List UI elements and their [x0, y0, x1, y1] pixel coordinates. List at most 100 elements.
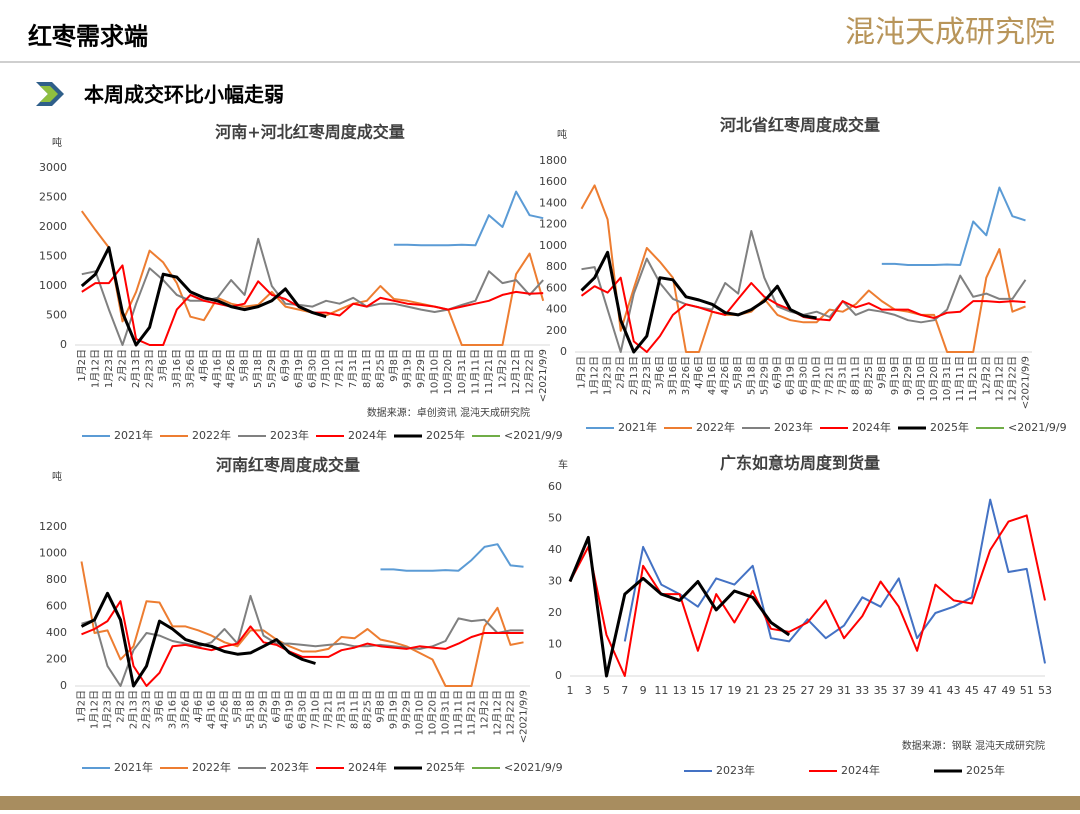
y-tick-label: 600 [46, 600, 67, 613]
x-tick-label: 7月31日 [837, 356, 849, 395]
legend-label: 2023年 [270, 428, 309, 442]
x-tick-label: 8月25日 [362, 690, 374, 729]
x-tick-label: 9月19日 [402, 349, 414, 388]
chart-title: 广东如意坊周度到货量 [720, 454, 880, 473]
y-tick-label: 20 [548, 606, 562, 619]
x-tick-label: 11月11日 [954, 356, 966, 401]
y-tick-label: 0 [60, 679, 67, 692]
page-title: 红枣需求端 [28, 22, 148, 51]
legend-label: 2024年 [348, 428, 387, 442]
x-tick-label: 11月21日 [466, 690, 478, 735]
x-tick-label: 6月30日 [297, 690, 309, 729]
y-tick-label: 30 [548, 575, 562, 588]
y-tick-label: 0 [560, 345, 567, 358]
x-tick-label: 12月2日 [980, 356, 992, 395]
chart-title: 河南红枣周度成交量 [216, 456, 360, 475]
x-tick-label: 12月12日 [492, 690, 504, 735]
series-line [81, 264, 544, 346]
y-tick-label: 50 [548, 512, 562, 525]
x-tick-label: 1月23日 [103, 349, 115, 388]
y-tick-label: 0 [60, 338, 67, 351]
x-tick-label: 10月31日 [440, 690, 452, 735]
legend-label: <2021/9/9 [1008, 421, 1067, 434]
y-tick-label: 200 [546, 324, 567, 337]
legend-label: 2023年 [270, 760, 309, 774]
series-line [623, 498, 1046, 664]
series-line [81, 237, 544, 346]
x-tick-label: 4月16日 [212, 349, 224, 388]
y-tick-label: 1000 [39, 279, 67, 292]
x-tick-label: 3月26日 [184, 349, 196, 388]
x-tick-label: 3月6日 [654, 356, 666, 389]
source-note: 数据来源：卓创资讯 混沌天成研究院 [367, 406, 530, 419]
y-tick-label: 1200 [39, 520, 67, 533]
legend-label: 2022年 [192, 428, 231, 442]
y-tick-label: 10 [548, 638, 562, 651]
x-tick-label: 4月26日 [225, 349, 237, 388]
y-tick-label: 400 [546, 303, 567, 316]
x-tick-label: 5月8日 [232, 690, 244, 723]
series-line [580, 184, 1026, 353]
x-tick-label: 25 [782, 684, 796, 697]
x-tick-label: 5月29日 [758, 356, 770, 395]
x-tick-label: 12月22日 [1006, 356, 1018, 401]
y-axis-label: 吨 [52, 136, 62, 149]
series-line [881, 186, 1026, 266]
x-tick-label: 3月6日 [154, 690, 166, 723]
x-tick-label: 2月2日 [115, 690, 127, 723]
x-tick-label: <2021/9/9 [1020, 356, 1031, 409]
series-line [80, 246, 327, 347]
legend-label: 2025年 [930, 420, 969, 434]
x-tick-label: 3月26日 [680, 356, 692, 395]
x-tick-label: 53 [1038, 684, 1052, 697]
legend-label: 2023年 [716, 763, 755, 777]
y-tick-label: 1600 [539, 175, 567, 188]
x-tick-label: 5月8日 [732, 356, 744, 389]
x-tick-label: 2月23日 [141, 690, 153, 729]
x-tick-label: 6月19日 [284, 690, 296, 729]
x-tick-label: 12月12日 [993, 356, 1005, 401]
x-tick-label: 3月26日 [180, 690, 192, 729]
x-tick-label: 7月21日 [824, 356, 836, 395]
x-tick-label: 4月6日 [198, 349, 210, 382]
y-tick-label: 600 [546, 281, 567, 294]
x-tick-label: 39 [910, 684, 924, 697]
x-tick-label: 5月8日 [239, 349, 251, 382]
x-tick-label: 31 [837, 684, 851, 697]
y-tick-label: 1000 [39, 547, 67, 560]
x-tick-label: 49 [1001, 684, 1015, 697]
x-tick-label: 9月8日 [375, 690, 387, 723]
x-tick-label: 47 [983, 684, 997, 697]
chart-title: 河北省红枣周度成交量 [720, 116, 880, 135]
x-tick-label: 7 [621, 684, 628, 697]
x-tick-label: 43 [947, 684, 961, 697]
series-line [393, 190, 544, 247]
y-tick-label: 800 [46, 573, 67, 586]
x-tick-label: 1月23日 [602, 356, 614, 395]
x-tick-label: <2021/9/9 [538, 349, 549, 402]
x-tick-label: 5月29日 [266, 349, 278, 388]
x-tick-label: 37 [892, 684, 906, 697]
series-line [80, 561, 524, 687]
x-tick-label: 15 [691, 684, 705, 697]
x-tick-label: 10月10日 [429, 349, 441, 394]
x-tick-label: 2月13日 [128, 690, 140, 729]
x-tick-label: 11月21日 [483, 349, 495, 394]
x-tick-label: 7月10日 [310, 690, 322, 729]
x-tick-label: 3月16日 [171, 349, 183, 388]
x-tick-label: 9月29日 [415, 349, 427, 388]
x-tick-label: 1月12日 [589, 356, 601, 395]
x-tick-label: 2月2日 [117, 349, 129, 382]
x-tick-label: <2021/9/9 [519, 690, 530, 743]
x-tick-label: 8月25日 [863, 356, 875, 395]
series-line [80, 591, 316, 688]
x-tick-label: 12月22日 [505, 690, 517, 735]
x-tick-label: 3月16日 [167, 690, 179, 729]
footer-bar [0, 796, 1080, 810]
legend-label: 2021年 [618, 420, 657, 434]
x-tick-label: 35 [874, 684, 888, 697]
x-tick-label: 1 [567, 684, 574, 697]
x-tick-label: 1月2日 [576, 356, 588, 389]
